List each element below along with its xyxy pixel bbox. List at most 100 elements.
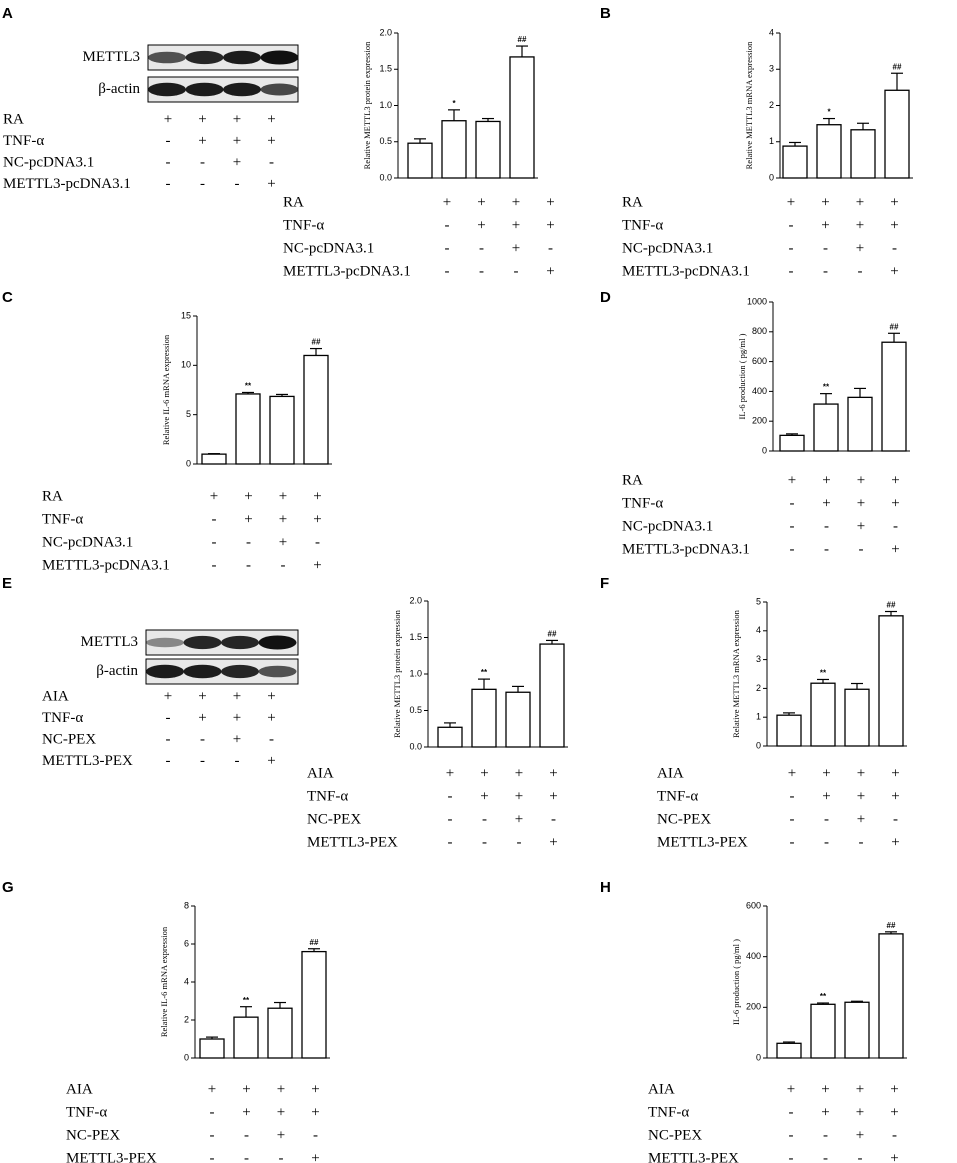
condition-mark: + [515,788,523,804]
condition-mark: - [824,541,829,557]
condition-mark: + [822,765,830,781]
condition-mark: - [790,811,795,827]
condition-mark: - [790,834,795,850]
condition-mark: + [857,518,865,534]
y-tick-label: 6 [184,938,189,948]
y-tick-label: 1 [756,712,761,722]
condition-label: AIA [648,1081,675,1097]
condition-mark: + [267,710,275,726]
condition-mark: + [890,263,898,279]
condition-mark: + [822,472,830,488]
panel-letter: B [600,5,611,22]
condition-mark: + [857,788,865,804]
y-tick-label: 0 [186,458,191,468]
condition-mark: - [823,1127,828,1143]
condition-mark: - [789,217,794,233]
significance: ** [820,669,827,678]
condition-label: METTL3-PEX [657,834,748,850]
condition-mark: - [210,1127,215,1143]
condition-mark: - [789,1127,794,1143]
significance: * [827,108,831,117]
condition-mark: + [233,111,241,127]
y-tick-label: 0.5 [379,136,392,146]
significance: * [452,99,456,108]
bar [884,89,910,179]
condition-mark: - [200,731,205,747]
condition-label: RA [3,111,24,127]
y-tick-label: 15 [181,310,191,320]
y-tick-label: 4 [769,27,774,37]
y-tick-label: 4 [184,976,189,986]
condition-mark: + [313,511,321,527]
condition-mark: - [448,811,453,827]
condition-mark: + [244,488,252,504]
y-tick-label: 1 [769,136,774,146]
condition-label: NC-PEX [657,811,711,827]
condition-mark: - [445,240,450,256]
panel-letter: C [2,289,13,306]
blot-band [223,50,261,65]
condition-label: RA [622,194,643,210]
significance: ## [887,921,896,930]
condition-mark: + [480,765,488,781]
y-tick-label: 200 [746,1002,761,1012]
condition-mark: + [891,472,899,488]
condition-mark: - [859,541,864,557]
y-tick-label: 800 [752,326,767,336]
condition-mark: - [824,811,829,827]
condition-mark: - [823,1150,828,1163]
condition-mark: - [246,534,251,550]
condition-mark: - [859,834,864,850]
condition-mark: + [233,154,241,170]
condition-mark: - [269,731,274,747]
significance: ** [823,383,830,392]
condition-mark: - [789,263,794,279]
band-label: β-actin [96,663,138,679]
blot-band [221,664,259,679]
condition-mark: + [546,194,554,210]
bar [475,120,501,179]
bar [878,615,904,747]
bar [199,1038,225,1059]
condition-mark: - [212,534,217,550]
bar [810,1003,836,1059]
condition-mark: + [267,688,275,704]
condition-mark: - [445,263,450,279]
blot-band [183,664,222,679]
y-tick-label: 0.0 [379,172,392,182]
condition-label: METTL3-PEX [42,753,133,769]
condition-label: NC-pcDNA3.1 [42,534,133,550]
condition-mark: + [891,495,899,511]
y-tick-label: 600 [752,356,767,366]
condition-label: NC-pcDNA3.1 [283,240,374,256]
y-tick-label: 5 [186,409,191,419]
condition-mark: - [246,557,251,573]
condition-mark: + [856,1127,864,1143]
y-tick-label: 2 [756,683,761,693]
condition-mark: + [788,472,796,488]
blot-band [183,635,222,650]
condition-mark: + [890,1150,898,1163]
condition-label: TNF-α [3,133,44,149]
condition-mark: + [890,1104,898,1120]
blot-band [148,51,186,64]
condition-mark: + [515,811,523,827]
band-label: METTL3 [83,49,141,65]
significance: ** [243,996,250,1005]
condition-label: TNF-α [307,788,348,804]
condition-mark: + [890,1081,898,1097]
condition-mark: - [858,1150,863,1163]
condition-mark: - [479,263,484,279]
condition-mark: + [821,1104,829,1120]
condition-mark: - [315,534,320,550]
y-tick-label: 3 [756,654,761,664]
condition-mark: + [856,194,864,210]
bar [539,643,565,748]
condition-mark: - [269,154,274,170]
condition-mark: - [200,176,205,192]
condition-mark: - [448,788,453,804]
condition-label: NC-PEX [648,1127,702,1143]
condition-mark: + [549,788,557,804]
condition-mark: - [824,834,829,850]
bar [437,726,463,748]
